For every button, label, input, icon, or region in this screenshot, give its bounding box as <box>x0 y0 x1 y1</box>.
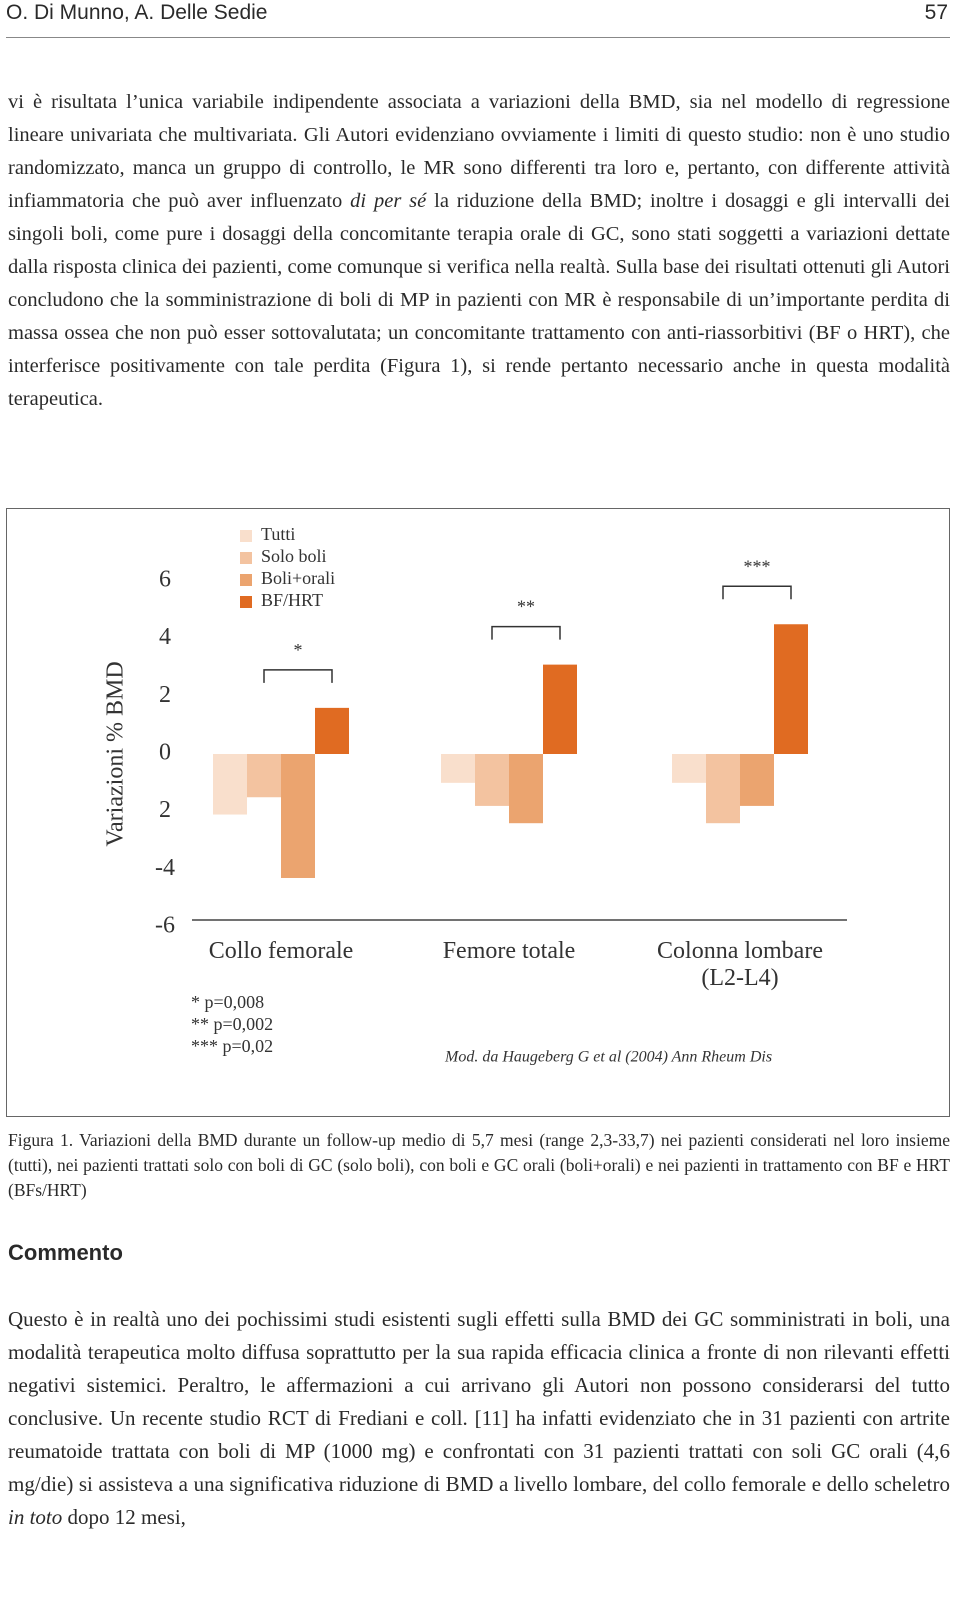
significance-bracket <box>722 585 792 600</box>
legend-label: Solo boli <box>261 546 327 566</box>
text-run: dopo 12 mesi, <box>62 1505 186 1529</box>
figure: -6 -4 2 0 2 4 6 Variazioni % BMD Tutti Solo boli B… <box>6 508 950 1117</box>
legend-swatch <box>240 552 252 564</box>
bar <box>672 754 706 783</box>
bar <box>315 707 349 754</box>
bar <box>247 754 281 798</box>
bar <box>441 754 475 783</box>
legend-label: Tutti <box>261 524 295 544</box>
legend-label: BF/HRT <box>261 590 323 610</box>
header-authors: O. Di Munno, A. Delle Sedie <box>6 1 268 24</box>
paragraph: vi è risultata l’unica variabile indipen… <box>8 86 950 416</box>
bar <box>213 754 247 815</box>
source-note: Mod. da Haugeberg G et al (2004) Ann Rhe… <box>444 1049 772 1066</box>
bar <box>475 754 509 806</box>
significance-label: *** <box>744 556 771 576</box>
y-tick-label: 2 <box>159 797 171 823</box>
y-tick-label: 2 <box>159 682 171 708</box>
section-heading: Commento <box>8 1240 123 1265</box>
y-tick-label: 4 <box>159 624 171 650</box>
footnote: ** p=0,002 <box>191 1014 273 1034</box>
bar <box>543 664 577 754</box>
bar <box>740 754 774 806</box>
significance-label: * <box>294 640 303 660</box>
bar <box>774 624 808 754</box>
bar <box>509 754 543 824</box>
legend-swatch <box>240 574 252 586</box>
significance-label: ** <box>517 597 535 617</box>
italic-text: di per sé <box>350 190 427 212</box>
x-tick-label: Colonna lombare (L2-L4) <box>657 938 823 991</box>
x-tick-label: Femore totale <box>442 938 576 964</box>
legend-label: Boli+orali <box>261 568 335 588</box>
x-tick-label: Collo femorale <box>208 938 354 964</box>
footnote: *** p=0,02 <box>191 1036 273 1056</box>
y-axis-label: Variazioni % BMD <box>103 661 129 846</box>
y-tick-label: 0 <box>159 740 171 766</box>
y-tick-label: -4 <box>155 855 175 881</box>
legend-swatch <box>240 530 252 542</box>
significance-bracket <box>491 625 561 640</box>
y-tick-label: 6 <box>159 567 171 593</box>
text-run: Questo è in realtà uno dei pochissimi st… <box>8 1307 950 1496</box>
header-rule <box>6 37 950 38</box>
bar <box>706 754 740 824</box>
header-page: 57 <box>924 1 948 24</box>
significance-bracket <box>263 669 333 683</box>
bar <box>281 754 315 878</box>
y-tick-label: -6 <box>155 913 175 939</box>
italic-text: in toto <box>8 1505 63 1529</box>
legend-swatch <box>240 596 252 608</box>
paragraph: Questo è in realtà uno dei pochissimi st… <box>8 1303 950 1534</box>
figure-caption: Figura 1. Variazioni della BMD durante u… <box>8 1130 950 1200</box>
footnote: * p=0,008 <box>191 992 264 1012</box>
text-run: la riduzione della BMD; inoltre i dosagg… <box>8 190 951 410</box>
text-run: vi è risultata l’unica variabile indipen… <box>8 91 950 212</box>
